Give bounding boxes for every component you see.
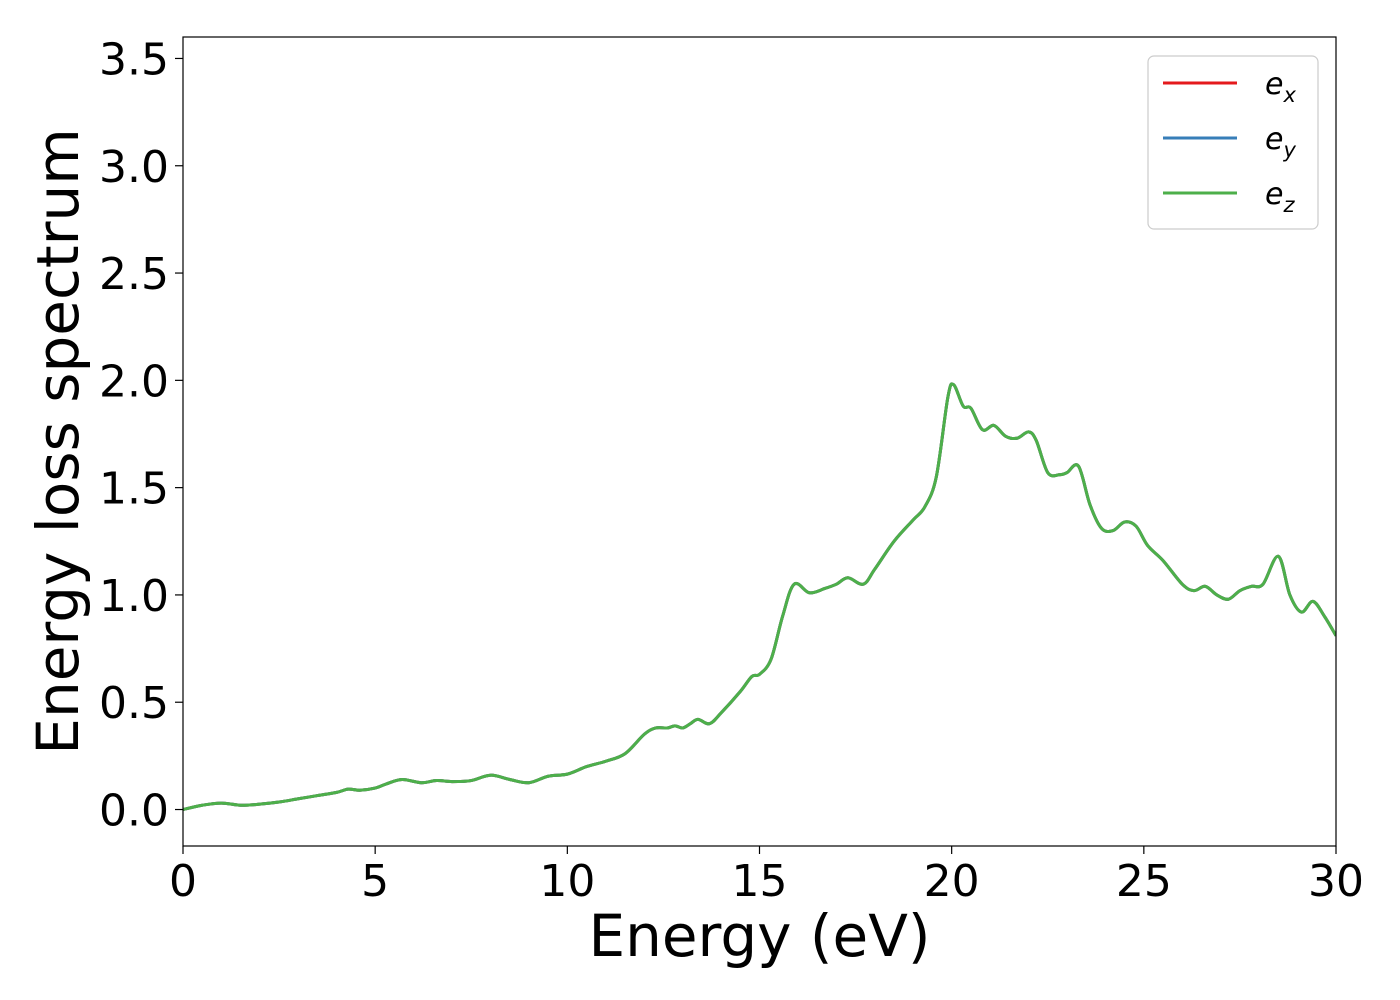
x-tick-label: 30 <box>1308 856 1364 907</box>
legend-label-ey: ey <box>1265 122 1296 162</box>
y-tick-label: 3.0 <box>99 142 169 193</box>
plot-frame <box>182 36 1337 847</box>
y-tick-label: 2.0 <box>99 356 169 407</box>
y-axis-ticks: 0.0 0.5 1.0 1.5 2.0 2.5 3.0 3.5 <box>99 34 183 837</box>
y-tick-label: 3.5 <box>99 34 169 85</box>
x-tick-label: 15 <box>732 856 788 907</box>
y-tick-label: 1.0 <box>99 571 169 622</box>
x-axis-ticks: 0 5 10 15 20 25 30 <box>169 846 1364 907</box>
legend-label-ez: ez <box>1265 177 1295 217</box>
series-line-e-x <box>183 382 1336 811</box>
y-tick-label: 1.5 <box>99 464 169 515</box>
legend-label-ex: ex <box>1265 67 1296 107</box>
x-tick-label: 0 <box>169 856 197 907</box>
legend: ex ey ez <box>1147 55 1319 230</box>
y-tick-label: 2.5 <box>99 249 169 300</box>
series-line-e-z <box>183 382 1336 811</box>
y-tick-label: 0.5 <box>99 678 169 729</box>
series-lines <box>183 382 1336 811</box>
y-tick-label: 0.0 <box>99 786 169 837</box>
x-tick-label: 25 <box>1116 856 1172 907</box>
x-tick-label: 5 <box>361 856 389 907</box>
x-axis-title: Energy (eV) <box>588 902 930 970</box>
legend-frame <box>1147 55 1319 230</box>
series-line-e-y <box>183 382 1336 811</box>
x-tick-label: 10 <box>539 856 595 907</box>
y-axis-title: Energy loss spectrum <box>24 128 92 754</box>
x-tick-label: 20 <box>924 856 980 907</box>
